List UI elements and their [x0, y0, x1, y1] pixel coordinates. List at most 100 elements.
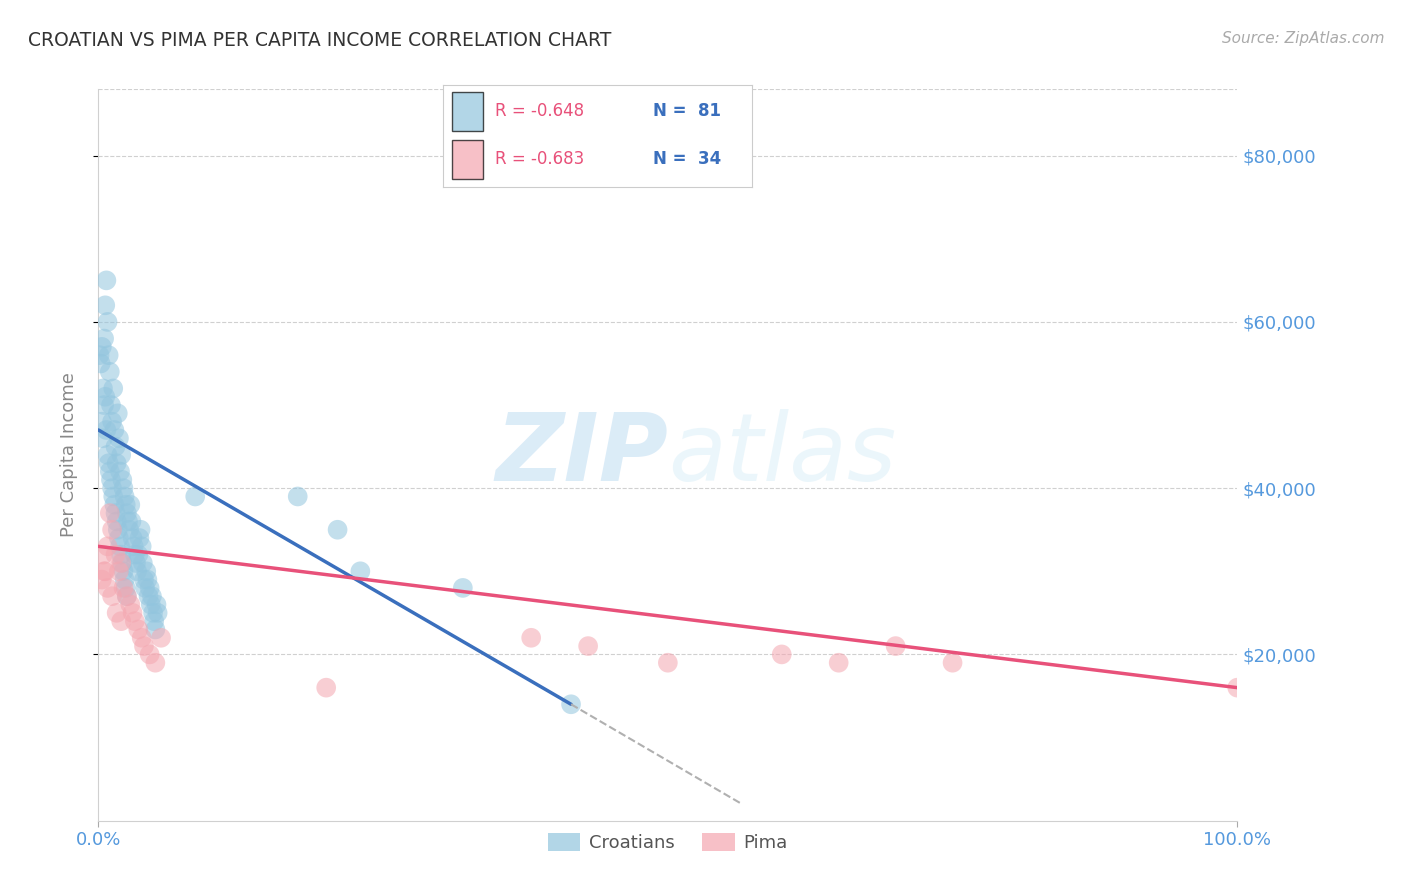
Point [326, 523, 349, 537]
FancyBboxPatch shape [453, 92, 484, 131]
Point [98, 465, 121, 479]
Point [145, 598, 167, 612]
Point [114, 490, 136, 504]
Point [108, 531, 131, 545]
Point [576, 639, 599, 653]
Point [96, 423, 118, 437]
Point [96, 273, 118, 287]
Point [121, 606, 143, 620]
Point [132, 556, 155, 570]
Legend: Croatians, Pima: Croatians, Pima [540, 825, 796, 859]
Point [135, 564, 157, 578]
Point [94, 390, 117, 404]
Text: atlas: atlas [668, 409, 896, 500]
Point [138, 648, 160, 662]
Point [143, 614, 166, 628]
Point [145, 656, 167, 670]
Point [114, 573, 136, 587]
Point [101, 481, 124, 495]
Point [142, 606, 165, 620]
Point [91, 431, 114, 445]
Text: Source: ZipAtlas.com: Source: ZipAtlas.com [1222, 31, 1385, 46]
Point [131, 631, 153, 645]
Point [100, 398, 122, 412]
Point [112, 564, 135, 578]
Point [520, 631, 543, 645]
Point [98, 506, 121, 520]
Point [90, 415, 112, 429]
Point [124, 548, 146, 562]
Point [122, 539, 145, 553]
Point [121, 531, 143, 545]
Point [103, 423, 125, 437]
Point [828, 656, 851, 670]
Text: R = -0.683: R = -0.683 [495, 150, 585, 168]
Point [97, 456, 120, 470]
Point [117, 515, 139, 529]
Point [146, 606, 169, 620]
Point [104, 548, 127, 562]
Point [114, 498, 136, 512]
Point [184, 490, 207, 504]
Point [111, 473, 134, 487]
Point [108, 431, 131, 445]
Point [89, 348, 111, 362]
Text: ZIP: ZIP [495, 409, 668, 501]
Point [104, 440, 127, 454]
Point [127, 548, 149, 562]
Point [91, 381, 114, 395]
Point [108, 539, 131, 553]
Point [93, 332, 115, 346]
Point [105, 606, 128, 620]
Point [100, 473, 122, 487]
Point [138, 581, 160, 595]
Point [120, 515, 142, 529]
Point [107, 523, 129, 537]
Point [90, 573, 112, 587]
Point [96, 315, 118, 329]
Point [110, 448, 132, 462]
Point [110, 614, 132, 628]
Point [287, 490, 309, 504]
Point [105, 515, 128, 529]
Point [451, 581, 474, 595]
Point [103, 490, 125, 504]
Point [120, 498, 142, 512]
Point [103, 381, 125, 395]
Point [141, 589, 163, 603]
Point [108, 465, 131, 479]
Point [96, 581, 118, 595]
Y-axis label: Per Capita Income: Per Capita Income [59, 373, 77, 537]
Point [128, 531, 150, 545]
Point [94, 298, 117, 312]
Point [93, 398, 115, 412]
Point [124, 614, 146, 628]
Point [125, 556, 148, 570]
Point [145, 623, 167, 637]
Point [110, 556, 132, 570]
Point [103, 498, 125, 512]
Point [349, 564, 371, 578]
Point [101, 415, 124, 429]
Point [138, 589, 160, 603]
Point [657, 656, 679, 670]
Point [560, 698, 582, 712]
Point [105, 456, 128, 470]
Point [132, 639, 155, 653]
Point [91, 548, 114, 562]
Text: N =  81: N = 81 [654, 103, 721, 120]
Point [136, 573, 159, 587]
Point [96, 539, 118, 553]
Point [94, 564, 117, 578]
Point [114, 581, 136, 595]
Point [115, 589, 138, 603]
Point [150, 631, 173, 645]
Point [115, 589, 138, 603]
Point [134, 581, 156, 595]
Text: CROATIAN VS PIMA PER CAPITA INCOME CORRELATION CHART: CROATIAN VS PIMA PER CAPITA INCOME CORRE… [28, 31, 612, 50]
Point [101, 589, 124, 603]
Point [1226, 681, 1249, 695]
Point [942, 656, 965, 670]
Point [770, 648, 793, 662]
Point [120, 598, 142, 612]
